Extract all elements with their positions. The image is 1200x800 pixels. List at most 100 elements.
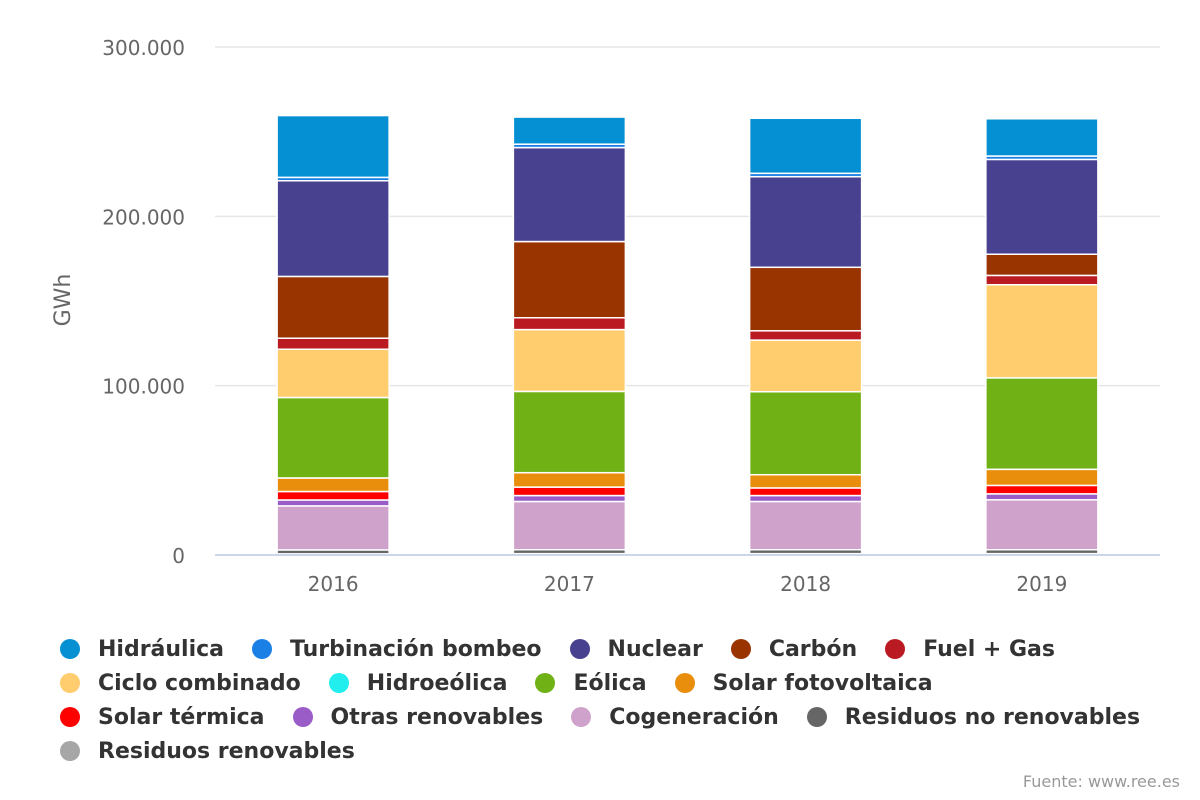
legend-label: Turbinación bombeo — [290, 636, 542, 662]
legend-item[interactable]: Turbinación bombeo — [252, 637, 542, 662]
bar-segment[interactable] — [512, 494, 627, 503]
bar-segment[interactable] — [512, 500, 627, 551]
legend-item[interactable]: Residuos no renovables — [806, 704, 1141, 730]
bar-segment[interactable] — [985, 484, 1099, 495]
bar-segment[interactable] — [512, 316, 627, 331]
legend-swatch-icon — [806, 707, 827, 727]
bar-segment[interactable] — [985, 468, 1099, 487]
legend-swatch-icon — [60, 741, 80, 761]
legend-label: Hidroeólica — [366, 670, 508, 696]
bar-segment[interactable] — [276, 180, 390, 278]
legend-swatch-icon — [292, 707, 313, 727]
bar-segment[interactable] — [276, 477, 390, 493]
bar-segment[interactable] — [512, 240, 627, 319]
legend-swatch-icon — [730, 639, 751, 659]
y-axis-label: GWh — [51, 274, 76, 327]
legend-swatch-icon — [328, 673, 349, 693]
y-tick-label: 100.000 — [102, 375, 185, 399]
bar-segment[interactable] — [985, 493, 1099, 501]
legend-item[interactable]: Solar fotovoltaica — [674, 670, 933, 696]
legend-swatch-icon — [885, 639, 906, 659]
legend-label: Solar fotovoltaica — [712, 670, 933, 696]
x-tick-label: 2019 — [1016, 572, 1067, 596]
legend-item[interactable]: Otras renovables — [292, 704, 544, 730]
legend-swatch-icon — [571, 707, 592, 727]
bar-segment[interactable] — [985, 118, 1099, 157]
bar-segment[interactable] — [276, 275, 390, 339]
x-tick-label: 2017 — [544, 572, 595, 596]
bar-segment[interactable] — [748, 390, 863, 476]
y-tick-label: 300.000 — [102, 36, 185, 60]
legend-item[interactable]: Fuel + Gas — [885, 637, 1055, 662]
legend-item[interactable]: Residuos renovables — [60, 739, 355, 764]
bar-segment[interactable] — [985, 158, 1099, 255]
legend-label: Residuos no renovables — [844, 704, 1141, 730]
bar-segment[interactable] — [276, 348, 390, 399]
y-tick-label: 0 — [172, 544, 185, 568]
legend-item[interactable]: Hidráulica — [60, 637, 224, 662]
legend-row: Ciclo combinado Hidroeólica Eólica Solar fo… — [60, 666, 1180, 700]
y-axis-ticks: 0 100.000 200.000 300.000 — [102, 36, 185, 568]
bar-segment[interactable] — [985, 499, 1099, 551]
legend-item[interactable]: Carbón — [730, 636, 858, 662]
legend-item[interactable]: Eólica — [535, 670, 647, 696]
bar-segment[interactable] — [985, 274, 1099, 286]
bar-segment[interactable] — [512, 471, 627, 488]
x-tick-label: 2018 — [780, 572, 831, 596]
bar-segment[interactable] — [748, 266, 863, 332]
legend-label: Solar térmica — [98, 704, 265, 730]
y-tick-label: 200.000 — [102, 205, 185, 229]
legend-label: Eólica — [573, 670, 647, 696]
bar-segment[interactable] — [276, 114, 390, 179]
bar-segment[interactable] — [985, 283, 1099, 379]
legend: Hidráulica Turbinación bombeo Nuclear Carbó… — [60, 632, 1180, 768]
legend-row: Solar térmica Otras renovables Cogeneració… — [60, 700, 1180, 734]
bar-segment[interactable] — [748, 117, 863, 175]
legend-swatch-icon — [569, 639, 590, 659]
bar-segment[interactable] — [985, 377, 1099, 471]
legend-item[interactable]: Cogeneración — [571, 705, 779, 730]
source-credit[interactable]: Fuente: www.ree.es — [1022, 772, 1180, 791]
bar-segment[interactable] — [748, 330, 863, 341]
bar-segment[interactable] — [512, 486, 627, 497]
bar-segment[interactable] — [276, 499, 390, 507]
x-tick-label: 2016 — [308, 572, 359, 596]
legend-label: Residuos renovables — [98, 738, 355, 764]
bar-segment[interactable] — [276, 396, 390, 479]
legend-swatch-icon — [252, 639, 273, 659]
bar-segment[interactable] — [512, 390, 627, 474]
bar-segment[interactable] — [748, 473, 863, 489]
bar-segment[interactable] — [748, 500, 863, 551]
bar-segment[interactable] — [276, 505, 390, 551]
bar-segment[interactable] — [748, 494, 863, 503]
legend-label: Cogeneración — [609, 704, 779, 730]
legend-label: Ciclo combinado — [98, 670, 301, 696]
legend-label: Hidráulica — [98, 636, 225, 662]
legend-item[interactable]: Solar térmica — [60, 705, 265, 730]
bar-segment[interactable] — [748, 339, 863, 393]
bar-segment[interactable] — [512, 146, 627, 243]
legend-label: Fuel + Gas — [923, 636, 1055, 662]
legend-item[interactable]: Ciclo combinado — [60, 671, 301, 696]
bar-segment[interactable] — [985, 253, 1099, 277]
bars — [276, 114, 1099, 556]
legend-swatch-icon — [674, 673, 695, 693]
legend-item[interactable]: Hidroeólica — [328, 670, 508, 696]
bar-segment[interactable] — [276, 490, 390, 501]
bar-segment[interactable] — [276, 337, 390, 350]
legend-swatch-icon — [60, 673, 80, 693]
legend-item[interactable]: Nuclear — [569, 636, 703, 662]
bar-segment[interactable] — [512, 116, 627, 145]
x-axis-ticks: 2016 2017 2018 2019 — [308, 572, 1068, 596]
legend-row: Residuos renovables — [60, 734, 1180, 768]
legend-label: Nuclear — [607, 636, 703, 662]
legend-swatch-icon — [60, 707, 80, 727]
bar-segment[interactable] — [748, 487, 863, 497]
bar-segment[interactable] — [512, 328, 627, 393]
legend-label: Otras renovables — [330, 704, 544, 730]
bar-segment[interactable] — [748, 175, 863, 269]
legend-row: Hidráulica Turbinación bombeo Nuclear Carbó… — [60, 632, 1180, 666]
legend-swatch-icon — [60, 639, 80, 659]
legend-label: Carbón — [768, 636, 858, 662]
